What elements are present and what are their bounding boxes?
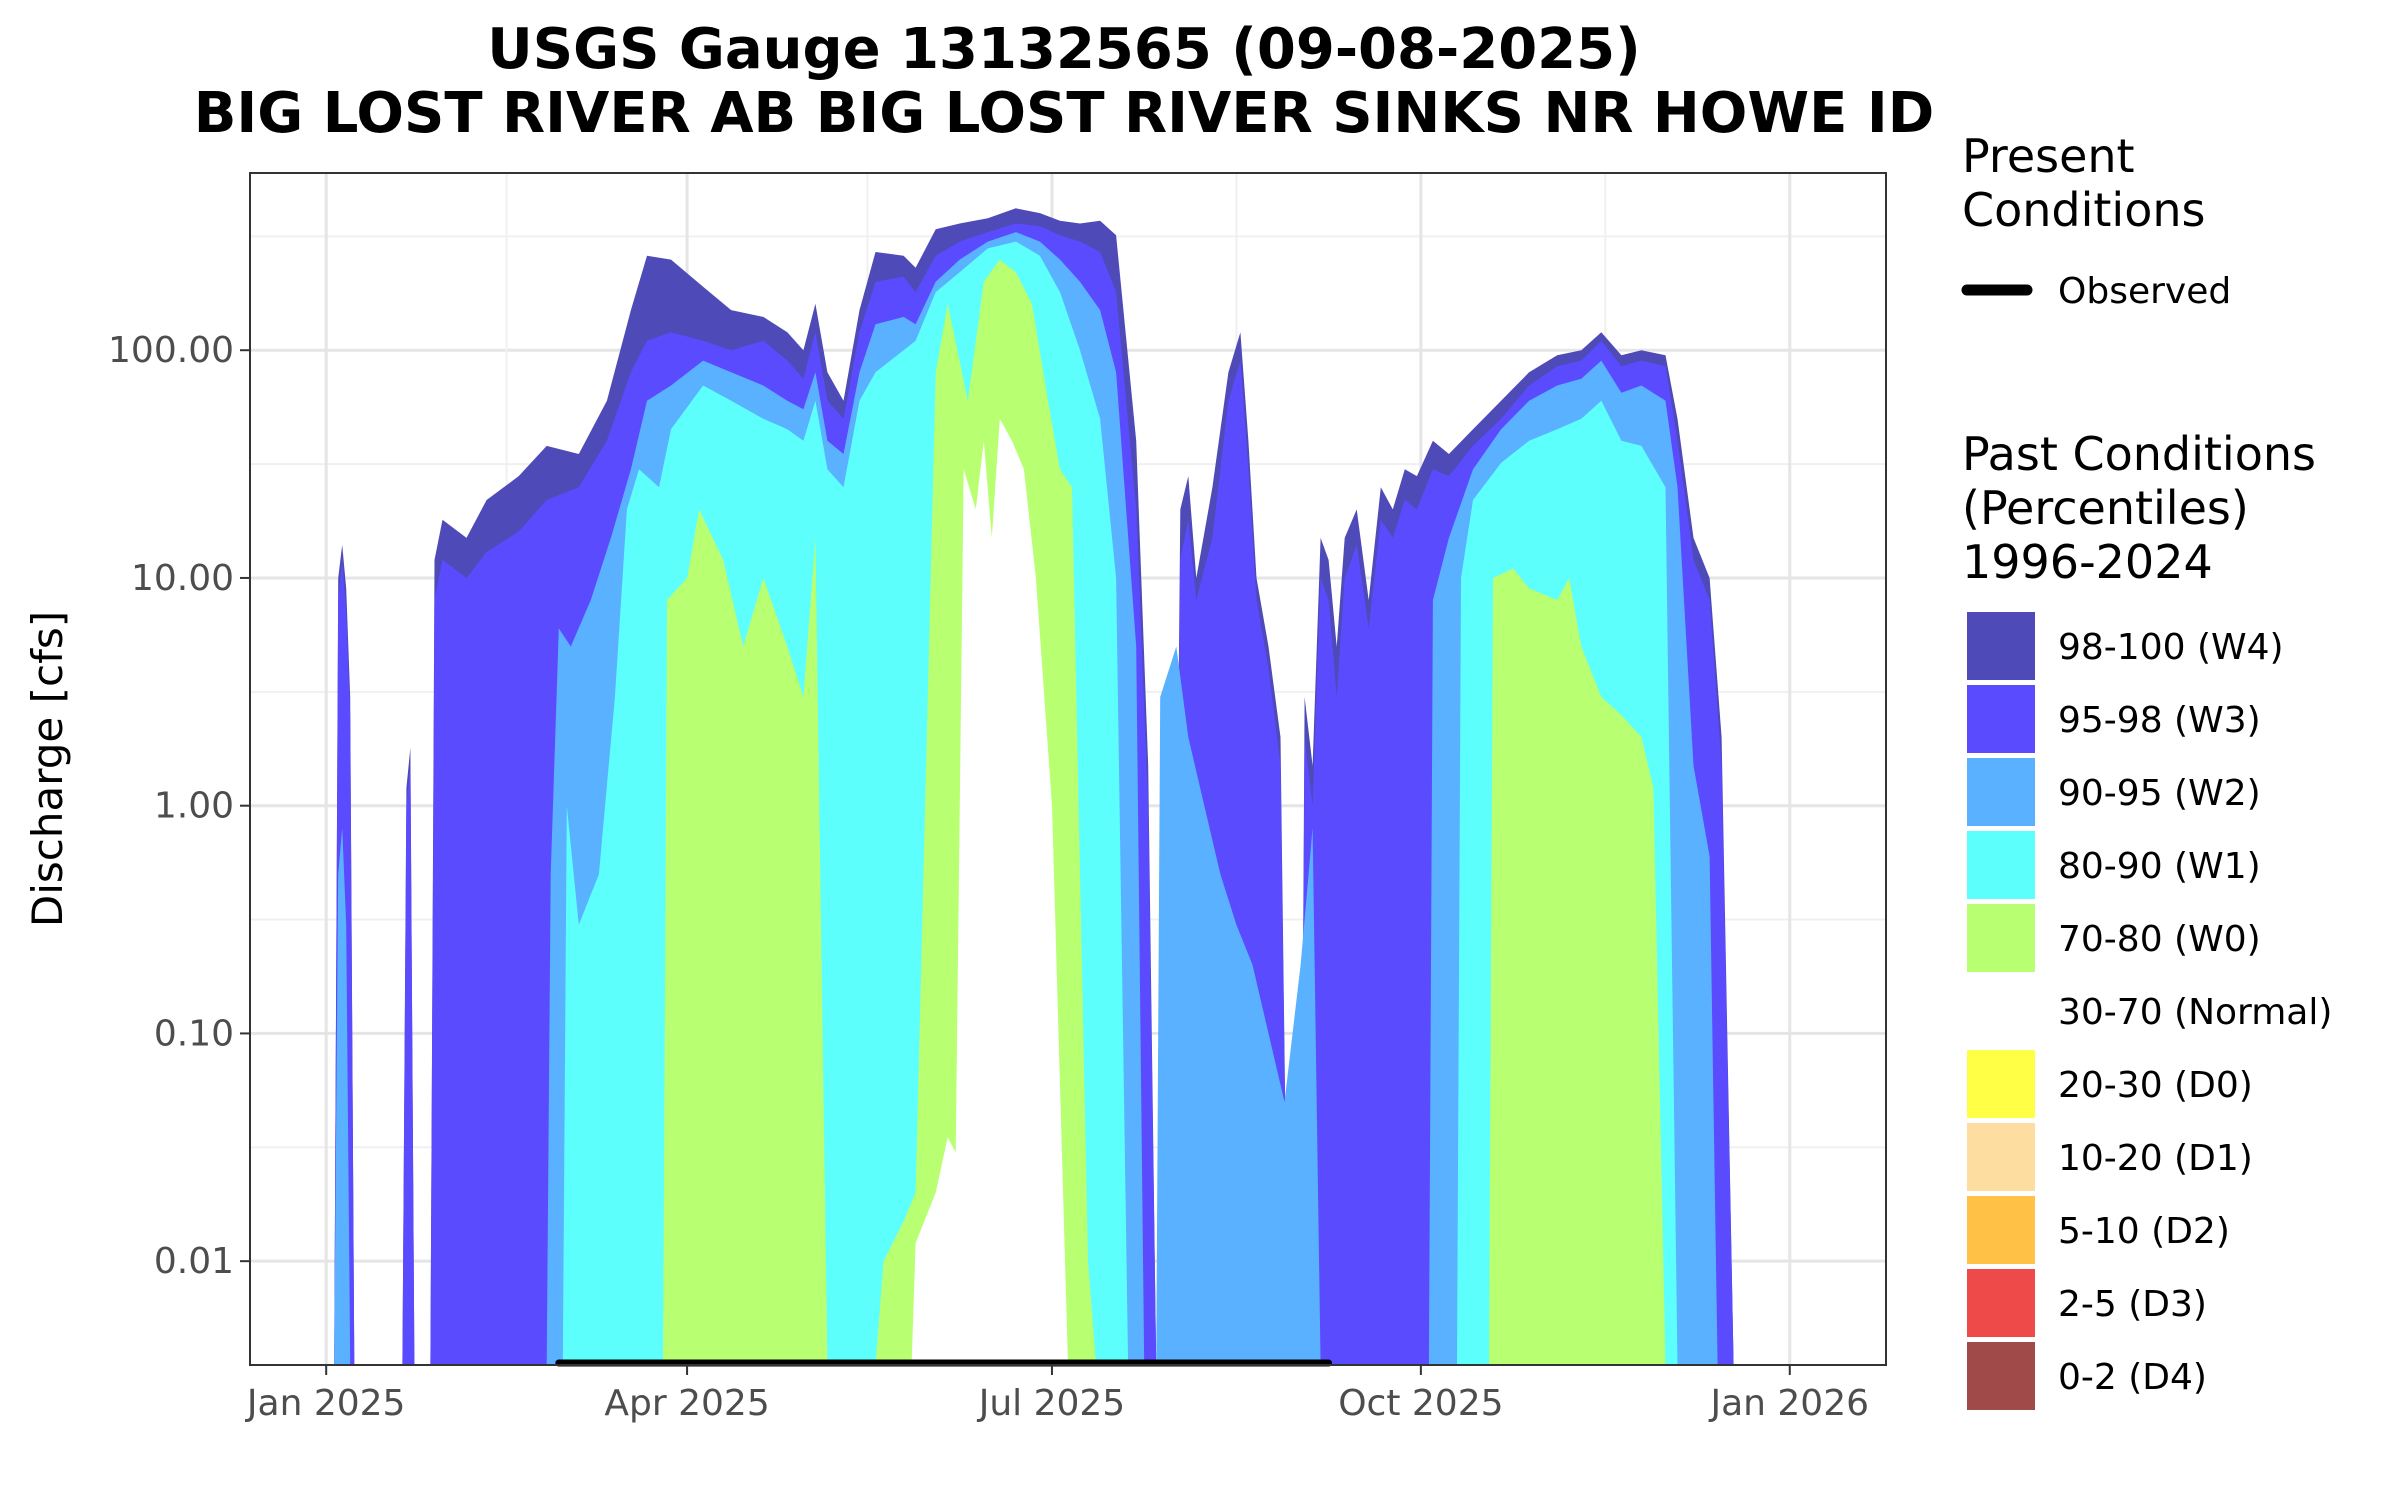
x-axis: Jan 2025 Apr 2025 Jul 2025 Oct 2025 Jan 2026 [245, 1365, 1869, 1424]
legend-item-label: 10-20 (D1) [2058, 1138, 2253, 1179]
y-tick-label: 0.01 [154, 1241, 234, 1282]
legend-swatch [1967, 758, 2035, 826]
legend-swatch [1967, 977, 2035, 1045]
percentile-bands [334, 208, 1734, 1366]
plot-panel [249, 172, 1887, 1367]
x-tick-label: Jul 2025 [977, 1383, 1126, 1424]
legend-swatch [1967, 1123, 2035, 1191]
legend-swatch [1967, 1269, 2035, 1337]
legend-swatch [1967, 1196, 2035, 1264]
legend-item-label: 20-30 (D0) [2058, 1065, 2253, 1106]
band-30-70 [911, 418, 1068, 1365]
band-80-90 [562, 241, 1678, 1366]
legend-present-title-line1: Present [1962, 129, 2135, 183]
legend-past-title-line3: 1996-2024 [1962, 535, 2213, 589]
legend-past-items: 98-100 (W4) 95-98 (W3) 90-95 (W2) 80-90 (W1… [1967, 612, 2332, 1410]
chart-title-line1: USGS Gauge 13132565 (09-08-2025) [487, 17, 1640, 82]
x-tick-label: Jan 2025 [245, 1383, 406, 1424]
x-tick-label: Apr 2025 [604, 1383, 769, 1424]
legend-swatch [1967, 831, 2035, 899]
y-axis-label: Discharge [cfs] [23, 611, 72, 927]
legend-swatch [1967, 1342, 2035, 1410]
legend-past-title-line1: Past Conditions [1962, 427, 2316, 481]
legend-past-title-line2: (Percentiles) [1962, 481, 2249, 535]
legend-item-label: 30-70 (Normal) [2058, 992, 2332, 1033]
legend-item-label: 95-98 (W3) [2058, 700, 2261, 741]
legend-swatch [1967, 612, 2035, 680]
x-tick-label: Oct 2025 [1338, 1383, 1503, 1424]
legend-swatch [1967, 1050, 2035, 1118]
legend-present-title-line2: Conditions [1962, 183, 2205, 237]
legend-item-label: 2-5 (D3) [2058, 1284, 2207, 1325]
legend-swatch [1967, 685, 2035, 753]
legend-item-label: 80-90 (W1) [2058, 846, 2261, 887]
x-tick-label: Jan 2026 [1708, 1383, 1869, 1424]
legend-observed-label: Observed [2058, 271, 2231, 312]
y-tick-label: 10.00 [131, 558, 234, 599]
y-tick-label: 0.10 [154, 1013, 234, 1054]
legend-item-label: 98-100 (W4) [2058, 627, 2284, 668]
chart-title-line2: BIG LOST RIVER AB BIG LOST RIVER SINKS N… [194, 81, 1935, 146]
legend-swatch [1967, 904, 2035, 972]
y-tick-label: 100.00 [108, 330, 234, 371]
plot-border [249, 172, 1887, 1366]
y-tick-label: 1.00 [154, 786, 234, 827]
band-70-80 [663, 259, 1666, 1366]
y-axis: 0.01 0.10 1.00 10.00 100.00 [108, 330, 250, 1282]
legend-item-label: 90-95 (W2) [2058, 773, 2261, 814]
legend: Present Conditions Observed Past Conditi… [1961, 129, 2332, 1410]
legend-item-label: 5-10 (D2) [2058, 1211, 2230, 1252]
legend-item-label: 70-80 (W0) [2058, 919, 2261, 960]
legend-item-label: 0-2 (D4) [2058, 1357, 2207, 1398]
